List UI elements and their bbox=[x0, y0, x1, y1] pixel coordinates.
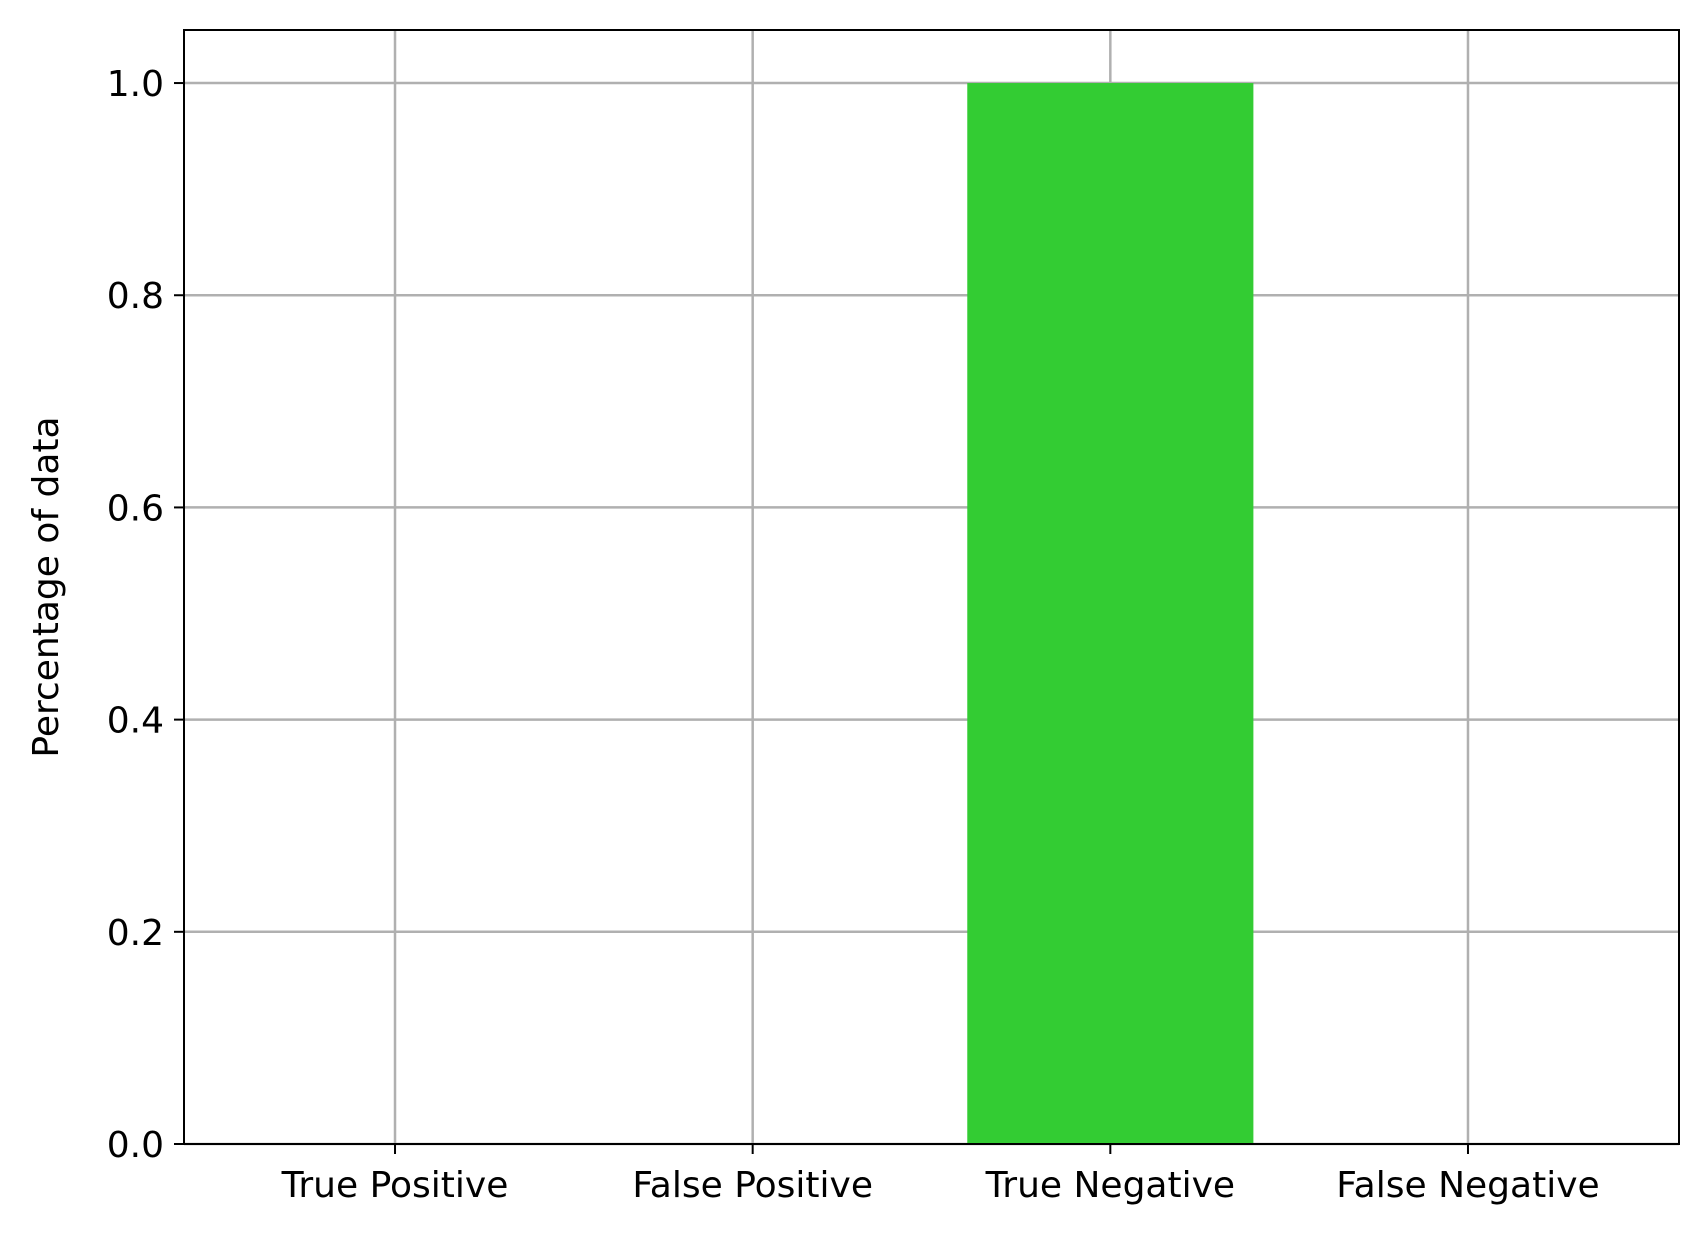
y-tick-label: 0.6 bbox=[107, 488, 164, 529]
x-tick-label: True Negative bbox=[985, 1165, 1235, 1206]
y-axis-label: Percentage of data bbox=[26, 416, 67, 757]
x-tick-label: True Positive bbox=[281, 1165, 509, 1206]
y-tick-label: 0.2 bbox=[107, 913, 164, 954]
y-tick-label: 0.4 bbox=[107, 701, 164, 742]
x-tick-label: False Negative bbox=[1336, 1165, 1599, 1206]
axis-ticks bbox=[174, 82, 1469, 1154]
y-tick-label: 0.8 bbox=[107, 276, 164, 317]
plot-area-frame bbox=[183, 29, 1680, 1145]
y-tick-label: 0.0 bbox=[107, 1125, 164, 1166]
tick-labels: 0.0 0.2 0.4 0.6 0.8 1.0 True Positive False Pos… bbox=[107, 64, 1600, 1206]
bar-true-negative bbox=[967, 83, 1254, 1145]
x-tick-label: False Positive bbox=[632, 1165, 873, 1206]
bars bbox=[967, 83, 1254, 1145]
y-tick-label: 1.0 bbox=[107, 64, 164, 105]
